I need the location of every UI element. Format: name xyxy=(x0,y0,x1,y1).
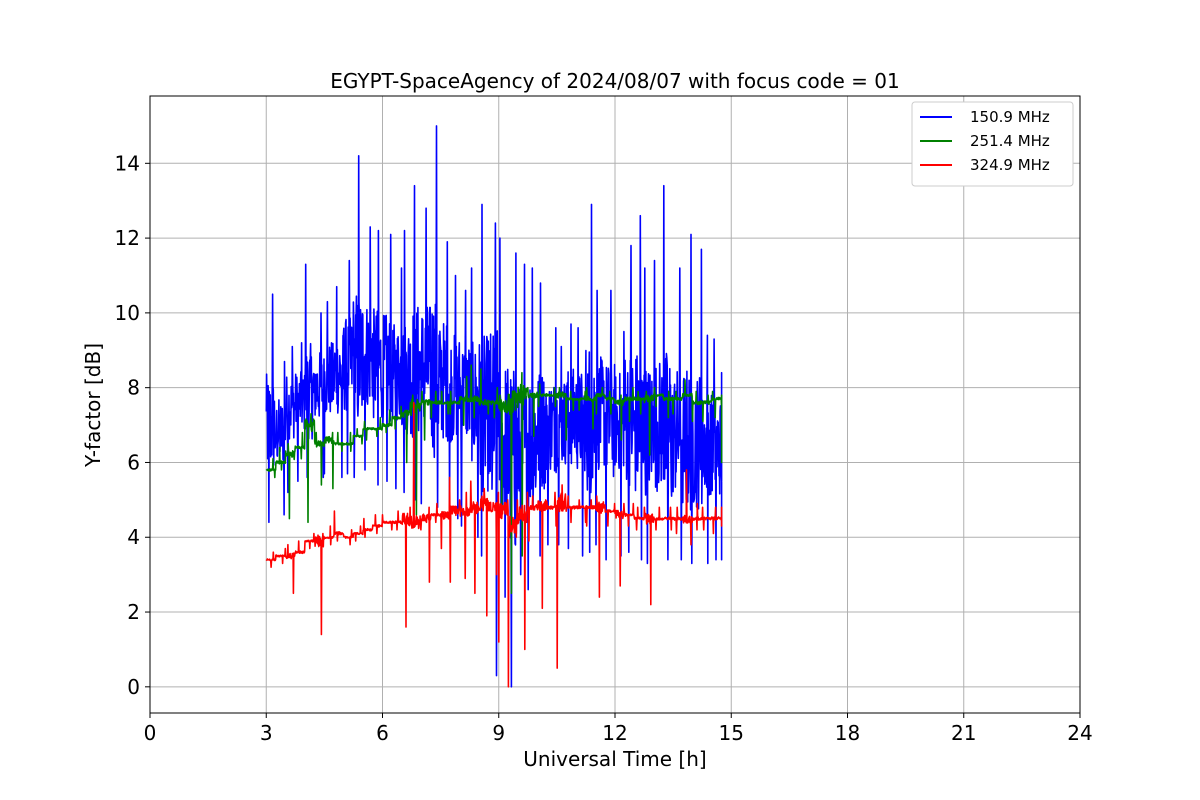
x-axis-label: Universal Time [h] xyxy=(523,747,706,771)
x-tick-label: 0 xyxy=(144,721,157,745)
y-tick-label: 8 xyxy=(127,376,140,400)
y-tick-label: 12 xyxy=(115,226,140,250)
chart-title: EGYPT-SpaceAgency of 2024/08/07 with foc… xyxy=(330,69,899,93)
y-axis-label: Y-factor [dB] xyxy=(81,343,105,468)
x-tick-label: 3 xyxy=(260,721,273,745)
x-tick-label: 21 xyxy=(951,721,976,745)
legend-entry: 251.4 MHz xyxy=(970,132,1050,150)
data-series xyxy=(265,125,723,688)
series-line-2 xyxy=(265,401,723,688)
y-tick-label: 2 xyxy=(127,600,140,624)
y-tick-label: 6 xyxy=(127,450,140,474)
x-tick-label: 12 xyxy=(602,721,627,745)
series-2 xyxy=(265,401,723,688)
y-tick-label: 10 xyxy=(115,301,140,325)
x-tick-label: 18 xyxy=(835,721,860,745)
legend-entry: 324.9 MHz xyxy=(970,156,1050,174)
x-tick-label: 9 xyxy=(492,721,505,745)
legend-entry: 150.9 MHz xyxy=(970,108,1050,126)
y-tick-label: 4 xyxy=(127,525,140,549)
y-tick-label: 0 xyxy=(127,675,140,699)
legend-box xyxy=(911,101,1074,187)
x-tick-label: 6 xyxy=(376,721,389,745)
x-tick-label: 24 xyxy=(1067,721,1092,745)
y-tick-label: 14 xyxy=(115,151,140,175)
series-1 xyxy=(265,364,723,595)
series-line-1 xyxy=(265,364,723,595)
x-tick-label: 15 xyxy=(719,721,744,745)
legend: 150.9 MHz 251.4 MHz 324.9 MHz xyxy=(911,101,1074,187)
